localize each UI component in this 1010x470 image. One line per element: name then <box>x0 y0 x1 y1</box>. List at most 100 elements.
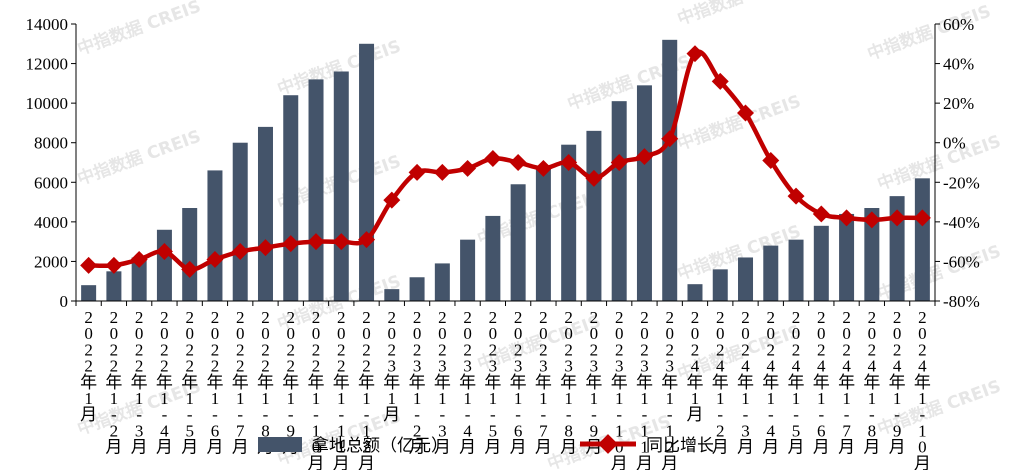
bar <box>636 85 652 301</box>
axes: 0 2000 4000 6000 8000 10000 12000 14000 -80% -60%… <box>26 15 980 311</box>
line-marker <box>610 154 628 171</box>
line-marker <box>913 209 931 227</box>
line-marker <box>459 159 477 177</box>
bar <box>308 79 324 302</box>
line-marker <box>888 209 906 227</box>
bar <box>687 284 703 301</box>
bar <box>561 144 577 301</box>
x-tick-label: 2 0 2 3 年 1 -1 2 月 <box>661 308 678 470</box>
line-marker <box>130 250 148 268</box>
x-tick-label: 2 0 2 3 年 1 -7 月 <box>535 308 552 457</box>
bar <box>283 95 299 301</box>
line-marker <box>80 256 98 274</box>
y-right-tick-label: -20% <box>943 173 980 192</box>
bar <box>864 208 880 301</box>
x-tick-label: 2 0 2 4 年 1 -1 0 月 <box>914 308 931 470</box>
bar <box>738 257 754 301</box>
line-marker <box>661 130 679 148</box>
bar <box>106 271 122 301</box>
line-marker <box>433 163 451 181</box>
y-right-tick-label: 20% <box>943 94 974 113</box>
x-tick-label: 2 0 2 2 年 1 -5 月 <box>181 308 198 457</box>
bar <box>207 170 223 301</box>
y-right-tick-label: -60% <box>943 252 980 271</box>
bar <box>712 269 728 301</box>
bar <box>510 184 526 301</box>
bar <box>434 263 450 301</box>
bar <box>914 178 930 301</box>
line-marker <box>509 154 527 171</box>
x-tick-label: 2 0 2 4 年 1 -3 月 <box>737 308 754 457</box>
line-marker <box>181 260 199 278</box>
x-tick-label: 2 0 2 2 年 1 -6 月 <box>206 308 223 457</box>
x-tick-label: 2 0 2 4 年 1 -9 月 <box>889 308 906 457</box>
x-tick-label: 2 0 2 3 年 1 -3 月 <box>434 308 451 457</box>
x-tick-label: 2 0 2 3 年 1 -6 月 <box>510 308 527 457</box>
x-tick-label: 2 0 2 3 年 1 -4 月 <box>459 308 476 457</box>
bar <box>232 142 248 301</box>
y-left-tick-label: 14000 <box>26 15 69 34</box>
legend-label-bar: 拿地总额（亿元） <box>312 435 448 455</box>
x-tick-label: 2 0 2 2 年 1 -4 月 <box>156 308 173 457</box>
legend: 拿地总额（亿元） 同比增长 <box>258 434 714 455</box>
line-marker <box>257 239 274 257</box>
bar <box>409 277 425 301</box>
watermark-text: 中指数据 CREIS <box>675 0 804 30</box>
x-tick-label: 2 0 2 2 年 1 -3 月 <box>131 308 148 457</box>
bar <box>535 166 551 301</box>
watermark-text: 中指数据 CREIS <box>75 126 204 190</box>
bar <box>813 225 829 301</box>
bar <box>257 126 273 301</box>
x-tick-label: 2 0 2 2 年 1 -7 月 <box>232 308 249 457</box>
watermark-text: 中指数据 CREIS <box>875 131 1004 195</box>
line-marker <box>332 233 350 251</box>
x-tick-label: 2 0 2 4 年 1 -5 月 <box>788 308 805 457</box>
bar <box>384 289 400 301</box>
line-marker <box>737 104 754 122</box>
y-left-tick-label: 8000 <box>34 134 68 153</box>
line-marker <box>787 187 805 205</box>
x-tick-label: 2 0 2 4 年 1 -4 月 <box>762 308 779 457</box>
line-marker <box>560 154 578 171</box>
x-tick-label: 2 0 2 3 年 1 -5 月 <box>484 308 501 457</box>
line-marker <box>408 163 426 181</box>
x-tick-label: 2 0 2 3 年 1 -1 1 月 <box>636 308 653 470</box>
line-marker <box>711 72 729 90</box>
y-left-tick-label: 10000 <box>26 94 69 113</box>
line-marker <box>307 233 325 251</box>
line-marker <box>383 191 401 209</box>
y-left-tick-label: 12000 <box>26 55 69 74</box>
bar <box>333 71 349 301</box>
bar <box>611 101 627 302</box>
line-marker <box>484 150 502 168</box>
line-marker <box>358 231 376 249</box>
bar <box>81 285 97 301</box>
x-tick-label: 2 0 2 3 年 1 -8 月 <box>560 308 577 457</box>
bar <box>788 239 804 301</box>
x-tick-label: 2 0 2 3 年 1 -1 0 月 <box>611 308 628 470</box>
line-marker <box>534 159 552 177</box>
legend-swatch-bar <box>258 437 302 452</box>
bar <box>156 229 172 301</box>
x-tick-label: 2 0 2 4 年 1 -7 月 <box>838 308 855 457</box>
x-tick-label: 2 0 2 2 年 1 -1 0 月 <box>308 308 325 470</box>
line-series <box>80 45 931 278</box>
y-left-tick-label: 6000 <box>34 173 68 192</box>
watermark-text: 中指数据 CREIS <box>865 1 994 65</box>
y-right-tick-label: 60% <box>943 15 974 34</box>
legend-label-line: 同比增长 <box>646 436 714 455</box>
y-left-tick-label: 4000 <box>34 213 68 232</box>
line-marker <box>762 152 780 170</box>
x-tick-label: 2 0 2 4 年 1 -8 月 <box>863 308 880 457</box>
line-marker <box>863 211 881 229</box>
x-tick-label: 2 0 2 2 年 1 -2 月 <box>105 308 122 457</box>
line-marker <box>812 205 830 223</box>
x-tick-label: 2 0 2 2 年 1 -1 1 月 <box>333 308 350 470</box>
x-axis-labels: 2 0 2 2 年 1 月 2 0 2 2 年 1 -2 月 2 0 2 2 年 1 -3 月 2 0 2 2 年 1 -4 月 2 0 2 2 年 1… <box>80 308 931 470</box>
line-marker <box>206 250 224 268</box>
x-tick-label: 2 0 2 2 年 1 -1 2 月 <box>358 308 375 470</box>
